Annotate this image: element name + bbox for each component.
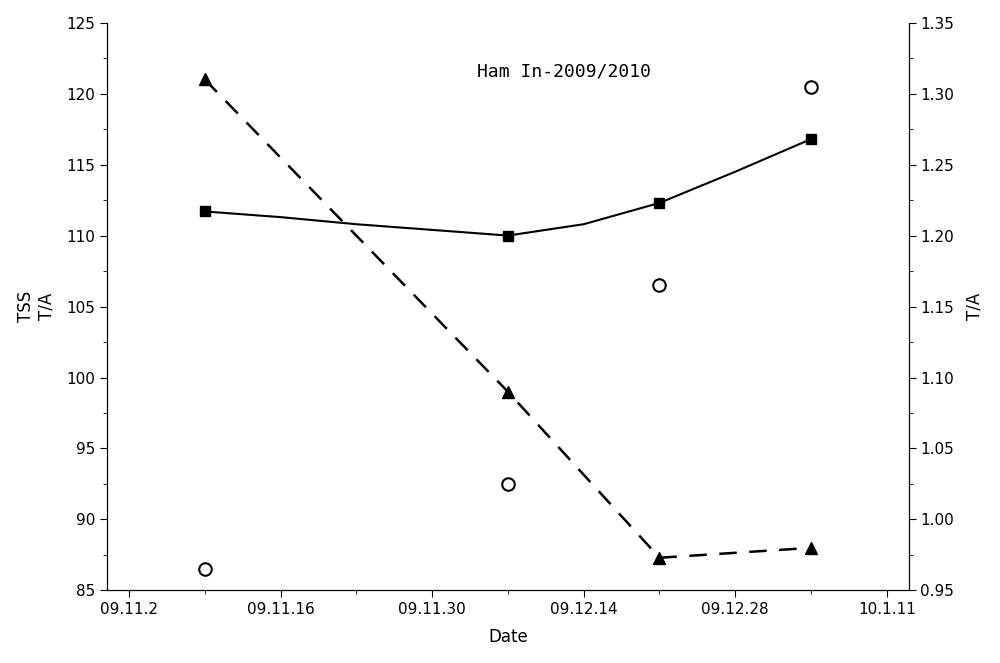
Text: Ham In-2009/2010: Ham In-2009/2010 (477, 62, 651, 80)
X-axis label: Date: Date (488, 629, 528, 646)
Y-axis label: T/A: T/A (965, 293, 983, 320)
Y-axis label: TSS
T/A: TSS T/A (17, 291, 55, 322)
